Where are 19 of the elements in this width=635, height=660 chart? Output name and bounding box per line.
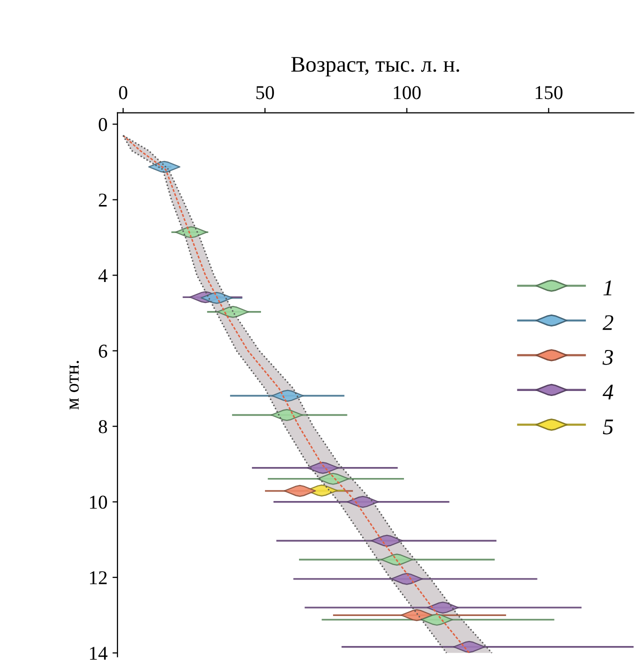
y-axis-title: м отн. bbox=[69, 360, 79, 410]
y-tick-label: 2 bbox=[98, 194, 107, 206]
x-tick-label: 50 bbox=[256, 86, 274, 100]
legend-label: 4 bbox=[602, 384, 614, 400]
legend-label: 3 bbox=[602, 350, 613, 365]
y-tick-label: 14 bbox=[90, 646, 108, 660]
y-tick-label: 4 bbox=[98, 269, 108, 282]
legend-label: 2 bbox=[602, 315, 614, 330]
x-tick-label: 150 bbox=[536, 86, 562, 100]
y-tick-label: 10 bbox=[90, 496, 108, 509]
y-tick-label: 0 bbox=[98, 118, 108, 132]
legend-label: 5 bbox=[602, 420, 614, 434]
x-axis-title: Возраст, тыс. л. н. bbox=[291, 57, 460, 76]
x-tick-label: 100 bbox=[394, 86, 421, 100]
y-tick-label: 6 bbox=[98, 344, 108, 358]
y-tick-label: 8 bbox=[98, 420, 108, 434]
legend-label: 1 bbox=[603, 280, 612, 296]
x-tick-label: 0 bbox=[119, 86, 128, 100]
y-tick-label: 12 bbox=[90, 571, 107, 584]
